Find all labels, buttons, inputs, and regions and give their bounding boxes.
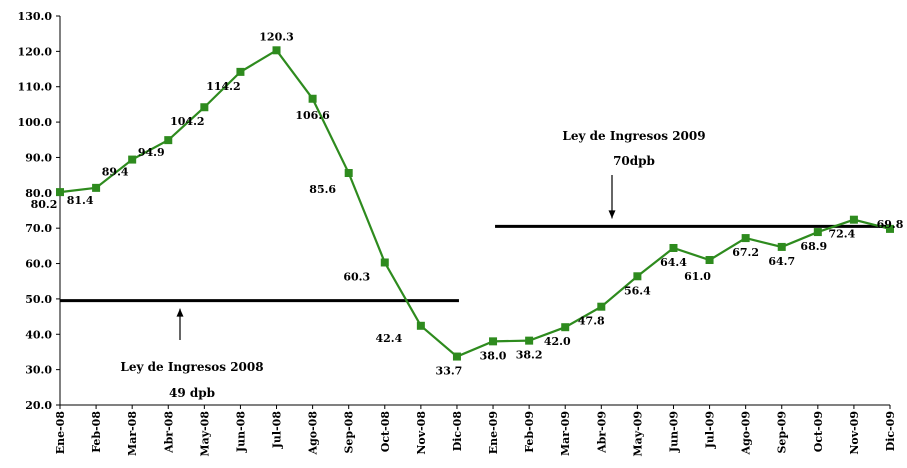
data-point (128, 155, 137, 164)
x-tick-label: Ago-08 (307, 411, 320, 456)
x-tick-label: Jul-09 (704, 411, 717, 449)
y-tick-label: 60.0 (25, 258, 52, 271)
data-point (849, 215, 858, 224)
y-tick-label: 80.0 (25, 187, 52, 200)
data-point (56, 188, 64, 197)
series-markers (56, 46, 894, 361)
x-tick-label: Abr-09 (595, 411, 608, 454)
x-tick-label: Sep-09 (776, 411, 789, 454)
data-point (416, 321, 425, 330)
x-tick-label: Abr-08 (162, 411, 175, 454)
data-label: 120.3 (259, 30, 293, 43)
x-tick-label: Oct-08 (379, 411, 392, 453)
x-tick-label: Dic-08 (451, 411, 464, 452)
data-label: 85.6 (309, 183, 336, 196)
x-axis-ticks: Ene-08 Feb-08 Mar-08 Abr-08 May-08 Jun-08 Jul-… (54, 405, 897, 457)
data-label: 33.7 (436, 365, 463, 378)
data-point (597, 302, 606, 311)
x-tick-label: Jun-09 (667, 411, 680, 453)
annotation-arrowhead (176, 308, 184, 317)
data-point (164, 136, 173, 145)
data-label: 42.0 (544, 335, 571, 348)
data-label: 60.3 (343, 270, 370, 283)
annotation-label: Ley de Ingresos 2009 (562, 129, 705, 143)
data-point (741, 234, 750, 243)
data-point (525, 336, 534, 345)
data-label: 56.4 (624, 284, 651, 297)
data-label: 38.2 (516, 349, 543, 362)
data-label: 106.6 (295, 109, 330, 122)
x-tick-label: Ene-08 (54, 411, 67, 455)
x-tick-label: Ago-09 (740, 411, 753, 455)
data-point (308, 94, 317, 103)
y-tick-label: 70.0 (25, 222, 52, 235)
x-tick-label: Sep-08 (343, 411, 356, 454)
annotation-arrowhead (608, 210, 616, 219)
reference-lines: Ley de Ingresos 2008 49 dpb Ley de Ingreso… (60, 129, 890, 400)
data-label: 64.7 (768, 255, 795, 268)
data-label: 64.4 (660, 256, 687, 269)
data-point (272, 46, 281, 55)
axes (59, 16, 890, 406)
x-tick-label: Mar-09 (559, 411, 572, 456)
data-point (200, 103, 209, 112)
data-point (344, 169, 353, 178)
data-point (561, 323, 570, 332)
y-tick-label: 50.0 (25, 293, 52, 306)
data-label: 72.4 (829, 228, 856, 241)
y-tick-label: 110.0 (18, 81, 53, 94)
series-line (59, 48, 891, 358)
x-tick-label: Feb-08 (90, 411, 103, 453)
y-tick-label: 120.0 (18, 45, 53, 58)
data-label: 114.2 (206, 80, 240, 93)
x-tick-label: Jul-08 (271, 411, 284, 450)
data-label: 38.0 (480, 349, 507, 362)
annotation-value: 49 dpb (169, 386, 215, 400)
annotation-label: Ley de Ingresos 2008 (120, 360, 263, 374)
data-point (777, 242, 786, 251)
series-line-path (59, 48, 891, 358)
data-label: 81.4 (67, 194, 94, 207)
data-point (633, 272, 642, 281)
y-tick-label: 40.0 (25, 328, 52, 341)
y-tick-label: 100.0 (18, 116, 53, 129)
x-tick-label: May-08 (198, 411, 211, 457)
x-tick-label: Mar-08 (126, 411, 139, 456)
x-tick-label: Dic-09 (884, 411, 897, 451)
x-tick-label: Feb-09 (523, 411, 536, 453)
data-labels: 80.2 81.4 89.4 94.9 104.2 114.2 120.3 106.6 85.6… (31, 30, 904, 377)
y-tick-label: 90.0 (25, 151, 52, 164)
data-point (92, 183, 101, 192)
x-tick-label: May-09 (631, 411, 644, 457)
data-label: 47.8 (578, 315, 605, 328)
annotation-value: 70dpb (613, 154, 655, 168)
x-tick-label: Oct-09 (812, 411, 825, 452)
y-tick-label: 130.0 (18, 10, 53, 23)
data-label: 68.9 (800, 240, 827, 253)
data-point (452, 352, 461, 361)
data-point (705, 256, 714, 265)
data-point (380, 258, 389, 267)
y-axis-ticks: 20.0 30.0 40.0 50.0 60.0 70.0 80.0 90.0 100.0 110… (18, 10, 60, 412)
x-tick-label: Ene-09 (487, 411, 500, 454)
data-label: 42.4 (375, 332, 402, 345)
y-tick-label: 20.0 (25, 399, 52, 412)
data-label: 94.9 (138, 146, 165, 159)
y-tick-label: 30.0 (25, 364, 52, 377)
data-label: 104.2 (170, 115, 204, 128)
data-point (813, 228, 822, 237)
data-point (669, 243, 678, 252)
data-point (489, 337, 498, 346)
data-label: 69.8 (877, 218, 904, 231)
x-tick-label: Jun-08 (234, 411, 247, 453)
data-label: 67.2 (732, 246, 759, 259)
data-point (886, 224, 894, 233)
data-label: 61.0 (684, 270, 711, 283)
data-label: 89.4 (102, 166, 129, 179)
data-point (236, 67, 245, 76)
data-label: 80.2 (31, 198, 58, 211)
x-tick-label: Nov-08 (415, 411, 428, 455)
x-tick-label: Nov-09 (848, 411, 861, 455)
